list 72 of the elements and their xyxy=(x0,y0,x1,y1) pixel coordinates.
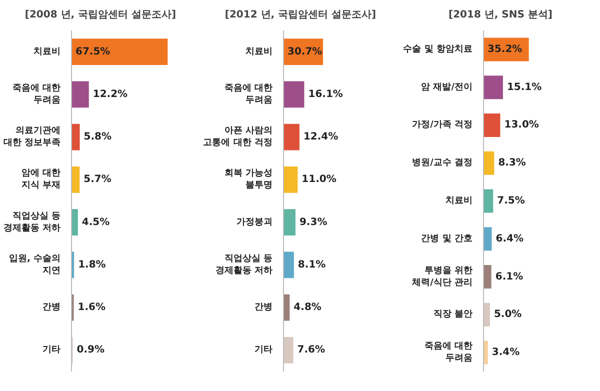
bar xyxy=(72,38,168,66)
chart-title: [2008 년, 국립암센터 설문조사] xyxy=(24,9,176,20)
bar xyxy=(72,81,89,108)
bar xyxy=(484,265,492,289)
data-label: 9.3% xyxy=(299,216,328,228)
data-label: 11.0% xyxy=(302,174,336,186)
y-tick-label: 가정/가족 걱정 xyxy=(412,120,472,130)
data-label: 1.8% xyxy=(78,259,106,270)
y-tick-label: 입원, 수술의 지연 xyxy=(8,254,61,276)
bar xyxy=(284,124,300,150)
bar xyxy=(484,227,492,251)
bar xyxy=(484,151,494,175)
y-tick-label: 죽음에 대한 두려움 xyxy=(12,83,61,106)
bar xyxy=(72,124,80,150)
bar xyxy=(284,252,294,278)
bar xyxy=(484,113,500,137)
bar xyxy=(284,209,296,236)
y-tick-label: 기타 xyxy=(42,345,60,356)
y-tick-label: 죽음에 대한 두려움 xyxy=(224,83,273,106)
bar xyxy=(284,81,304,108)
chart-title: [2018 년, SNS 분석] xyxy=(448,9,553,20)
data-label: 12.4% xyxy=(303,132,338,143)
y-tick-label: 간병 및 간호 xyxy=(421,234,473,244)
data-label: 7.5% xyxy=(497,196,525,206)
y-tick-label: 병원/교수 결정 xyxy=(412,158,472,168)
bar xyxy=(484,302,490,326)
data-label: 4.8% xyxy=(294,302,322,314)
data-label: 13.0% xyxy=(504,120,539,131)
data-label: 7.6% xyxy=(297,344,326,356)
data-label: 4.5% xyxy=(82,216,110,228)
y-tick-label: 가정붕괴 xyxy=(236,217,272,228)
y-tick-label: 직업상실 등 경제활동 저하 xyxy=(3,211,61,234)
bar xyxy=(484,340,488,364)
data-label: 5.7% xyxy=(84,174,112,186)
data-label: 5.0% xyxy=(494,309,522,320)
y-tick-label: 직업상실 등 경제활동 저하 xyxy=(215,254,273,276)
y-tick-label: 죽음에 대한 두려움 xyxy=(424,342,473,364)
data-label: 15.1% xyxy=(506,82,542,93)
bar xyxy=(284,166,298,193)
bar xyxy=(72,209,78,236)
data-label: 12.2% xyxy=(92,88,128,100)
y-tick-label: 투병을 위한 체력/식단 관리 xyxy=(411,266,473,288)
data-label: 35.2% xyxy=(488,44,522,55)
y-tick-label: 의료기관에 대한 정보부족 xyxy=(3,126,61,148)
data-label: 3.4% xyxy=(492,347,520,358)
data-label: 67.5% xyxy=(76,46,110,58)
data-label: 5.8% xyxy=(84,132,112,143)
data-label: 30.7% xyxy=(288,46,322,58)
y-tick-label: 간병 xyxy=(42,302,60,313)
data-label: 16.1% xyxy=(308,88,343,100)
data-label: 1.6% xyxy=(78,302,106,314)
y-tick-label: 간병 xyxy=(254,302,272,313)
data-label: 8.1% xyxy=(298,259,326,270)
y-tick-label: 기타 xyxy=(254,345,272,356)
data-label: 6.4% xyxy=(496,233,524,244)
y-tick-label: 암에 대한 지식 부재 xyxy=(20,168,61,191)
y-tick-label: 암 재발/전이 xyxy=(421,82,472,92)
data-label: 8.3% xyxy=(498,158,526,169)
y-tick-label: 아픈 사람의 고통에 대한 걱정 xyxy=(203,126,273,148)
data-label: 6.1% xyxy=(495,271,524,282)
y-tick-label: 치료비 xyxy=(246,46,272,57)
bar xyxy=(72,166,80,193)
bar xyxy=(484,76,503,100)
chart-title: [2012 년, 국립암센터 설문조사] xyxy=(224,9,376,20)
y-tick-label: 직장 불안 xyxy=(433,310,473,320)
y-tick-label: 치료비 xyxy=(446,196,472,206)
y-tick-label: 회복 가능성 불투명 xyxy=(224,168,273,191)
bar xyxy=(484,189,494,213)
data-label: 0.9% xyxy=(76,344,105,356)
y-tick-label: 수술 및 항암치료 xyxy=(403,44,473,54)
y-tick-label: 치료비 xyxy=(34,46,60,57)
bar xyxy=(284,336,294,364)
